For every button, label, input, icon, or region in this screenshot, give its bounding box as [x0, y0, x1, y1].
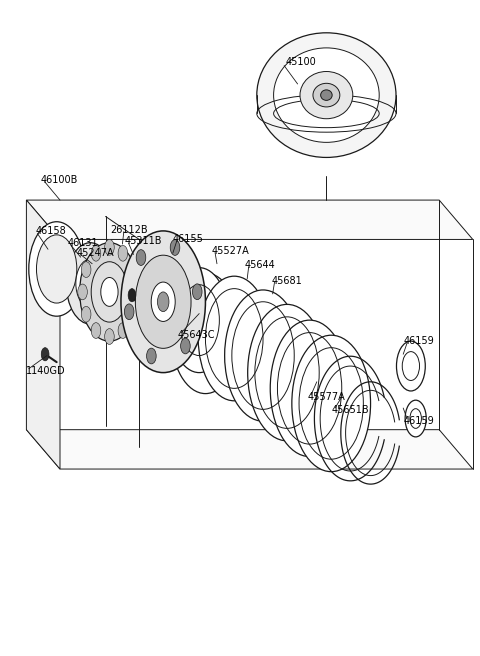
Text: 46155: 46155: [173, 234, 204, 245]
Text: 45577A: 45577A: [307, 392, 345, 402]
Text: 45311B: 45311B: [125, 236, 162, 247]
Text: 45247A: 45247A: [77, 247, 114, 258]
Ellipse shape: [292, 335, 371, 472]
Ellipse shape: [118, 323, 128, 338]
Ellipse shape: [105, 239, 114, 255]
Ellipse shape: [192, 284, 202, 300]
Ellipse shape: [78, 284, 87, 300]
Ellipse shape: [82, 262, 91, 277]
Ellipse shape: [146, 348, 156, 364]
Text: 45100: 45100: [286, 57, 316, 68]
Ellipse shape: [128, 289, 136, 302]
Ellipse shape: [169, 268, 229, 373]
Text: 45651B: 45651B: [331, 405, 369, 415]
Ellipse shape: [405, 400, 426, 437]
Ellipse shape: [124, 304, 134, 319]
Ellipse shape: [41, 348, 49, 361]
Ellipse shape: [128, 306, 137, 322]
Text: 26112B: 26112B: [110, 224, 148, 235]
Ellipse shape: [91, 245, 101, 261]
Polygon shape: [26, 430, 473, 469]
Ellipse shape: [91, 262, 128, 322]
Text: 46159: 46159: [403, 336, 434, 346]
Ellipse shape: [66, 243, 114, 324]
Ellipse shape: [257, 33, 396, 157]
Ellipse shape: [91, 323, 101, 338]
Polygon shape: [26, 200, 473, 239]
Ellipse shape: [248, 304, 326, 441]
Ellipse shape: [29, 222, 84, 316]
Ellipse shape: [105, 329, 114, 344]
Ellipse shape: [270, 320, 349, 457]
Ellipse shape: [274, 48, 379, 142]
Ellipse shape: [135, 255, 191, 348]
Ellipse shape: [396, 341, 425, 391]
Ellipse shape: [121, 231, 205, 373]
Ellipse shape: [180, 338, 190, 354]
Polygon shape: [26, 200, 60, 469]
Text: 1140GD: 1140GD: [26, 365, 66, 376]
Ellipse shape: [101, 277, 118, 306]
Ellipse shape: [313, 83, 340, 107]
Text: 46100B: 46100B: [41, 175, 78, 186]
Text: 45527A: 45527A: [211, 245, 249, 256]
Ellipse shape: [132, 284, 141, 300]
Ellipse shape: [128, 262, 137, 277]
Ellipse shape: [321, 90, 332, 100]
Text: 45644: 45644: [245, 260, 276, 270]
Text: 46159: 46159: [403, 416, 434, 426]
Text: 45643C: 45643C: [178, 329, 215, 340]
Ellipse shape: [118, 245, 128, 261]
Ellipse shape: [151, 282, 175, 321]
Ellipse shape: [136, 250, 146, 266]
Ellipse shape: [82, 306, 91, 322]
Ellipse shape: [300, 72, 353, 119]
Ellipse shape: [157, 292, 169, 312]
Ellipse shape: [76, 259, 105, 308]
Text: 45681: 45681: [271, 276, 302, 286]
Ellipse shape: [80, 243, 139, 341]
Ellipse shape: [36, 235, 77, 303]
Text: 46131: 46131: [67, 237, 98, 248]
Ellipse shape: [225, 290, 301, 421]
Text: 46158: 46158: [36, 226, 67, 236]
Ellipse shape: [198, 276, 270, 401]
Ellipse shape: [170, 239, 180, 255]
